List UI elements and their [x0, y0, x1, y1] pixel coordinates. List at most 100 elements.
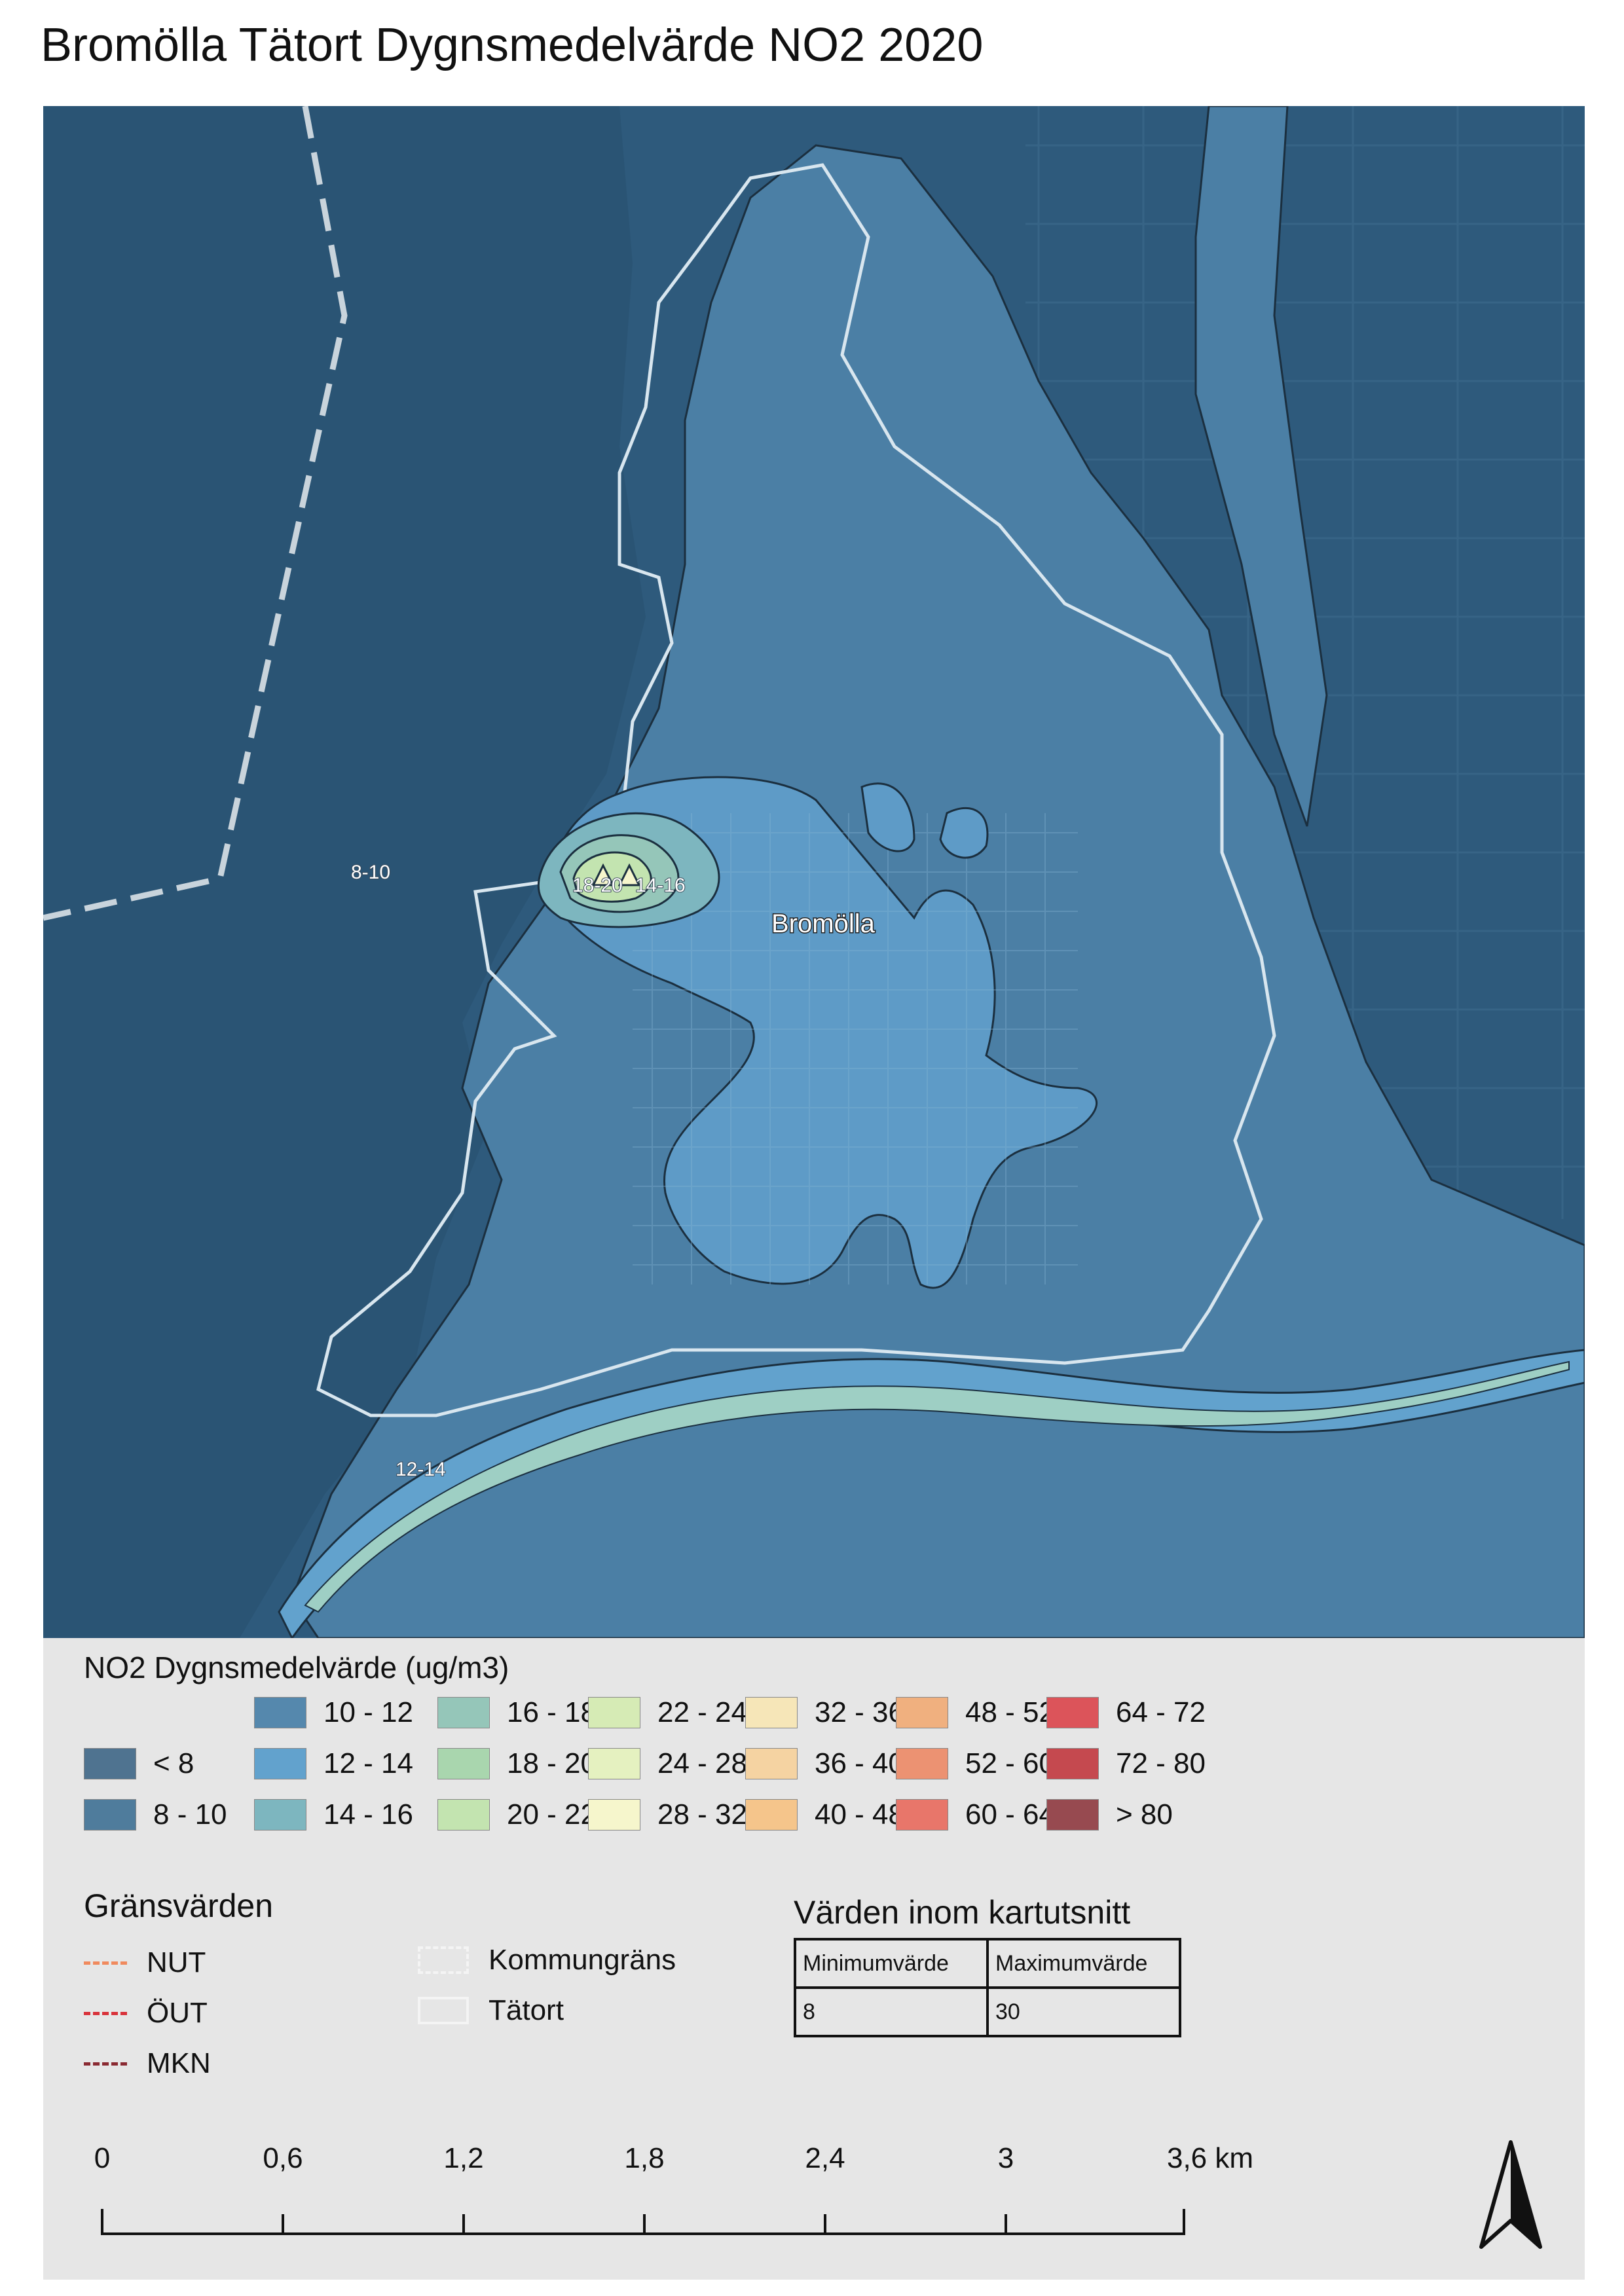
boundary-label: Kommungräns [489, 1944, 676, 1976]
kommungrans-line [43, 106, 348, 921]
legend-class-label: 22 - 24 [657, 1696, 747, 1728]
lake-area [43, 106, 646, 1638]
contour-label-18-20: 18-20 [572, 875, 623, 896]
legend-class-label: 36 - 40 [815, 1747, 904, 1779]
nut-line-symbol [84, 1961, 127, 1965]
legend-class-item: 16 - 18 [437, 1694, 597, 1731]
hotspot-core [591, 863, 641, 886]
legend-class-label: 48 - 52 [965, 1696, 1055, 1728]
limit-item-mkn: MKN [84, 2045, 211, 2082]
legend-title: NO2 Dygnsmedelvärde (ug/m3) [84, 1650, 509, 1685]
stats-value-min: 8 [794, 1986, 989, 2037]
scale-bar-graphic [101, 2209, 1185, 2235]
map-view[interactable]: 8-10 18-20 14-16 12-14 Bromölla [43, 106, 1585, 1638]
legend-class-item: 20 - 22 [437, 1796, 597, 1833]
scale-tick: 3,6 km [1166, 2142, 1254, 2174]
legend-panel: NO2 Dygnsmedelvärde (ug/m3) < 8 8 - 10 10 … [43, 1638, 1585, 2280]
legend-class-item: 24 - 28 [588, 1745, 747, 1782]
legend-swatch [1046, 1748, 1099, 1779]
legend-class-item: 14 - 16 [254, 1796, 413, 1833]
boundary-label: Tätort [489, 1994, 564, 2026]
legend-swatch [896, 1697, 948, 1728]
contour-label-14-16: 14-16 [635, 875, 686, 896]
legend-class-label: 40 - 48 [815, 1798, 904, 1831]
legend-swatch [1046, 1697, 1099, 1728]
mkn-line-symbol [84, 2062, 127, 2066]
legend-class-item: 72 - 80 [1046, 1745, 1206, 1782]
limit-label: MKN [147, 2047, 211, 2079]
scale-tick: 0 [94, 2142, 111, 2174]
map-canvas: 8-10 18-20 14-16 12-14 Bromölla [43, 106, 1585, 1638]
legend-class-label: 72 - 80 [1116, 1747, 1206, 1779]
legend-class-item: 64 - 72 [1046, 1694, 1206, 1731]
legend-class-label: 14 - 16 [323, 1798, 413, 1831]
legend-swatch [437, 1799, 490, 1831]
legend-class-item: 48 - 52 [896, 1694, 1055, 1731]
north-arrow-icon [1479, 2140, 1542, 2249]
legend-class-label: 10 - 12 [323, 1696, 413, 1728]
legend-swatch [437, 1697, 490, 1728]
legend-class-label: 24 - 28 [657, 1747, 747, 1779]
legend-class-item: 10 - 12 [254, 1694, 413, 1731]
scale-tick: 2,4 [805, 2142, 845, 2174]
legend-class-item: 52 - 60 [896, 1745, 1055, 1782]
legend-class-label: 12 - 14 [323, 1747, 413, 1779]
stats-value-max: 30 [986, 1986, 1181, 2037]
tatort-symbol [418, 1997, 469, 2024]
legend-class-item: 12 - 14 [254, 1745, 413, 1782]
boundary-item-tatort: Tätort [418, 1992, 564, 2029]
stats-header-min: Minimumvärde [794, 1938, 989, 1989]
stats-header-max: Maximumvärde [986, 1938, 1181, 1989]
boundary-item-kommungrans: Kommungräns [418, 1942, 676, 1978]
hotspot-18-20 [572, 851, 652, 903]
contour-label-12-14: 12-14 [396, 1459, 446, 1480]
legend-swatch [437, 1748, 490, 1779]
legend-swatch [896, 1748, 948, 1779]
legend-swatch [588, 1697, 640, 1728]
legend-swatch [84, 1799, 136, 1831]
scale-bar: 0 0,6 1,2 1,8 2,4 3 3,6 km [60, 2142, 1253, 2247]
legend-class-label: 18 - 20 [507, 1747, 597, 1779]
stats-table: Minimumvärde Maximumvärde 8 30 [794, 1938, 1181, 2037]
place-label-bromolla: Bromölla [771, 909, 876, 938]
legend-swatch [745, 1799, 798, 1831]
legend-class-item: > 80 [1046, 1796, 1173, 1833]
kommungrans-symbol [418, 1946, 469, 1974]
legend-swatch [1046, 1799, 1099, 1831]
legend-swatch [745, 1748, 798, 1779]
contour-12-14-patch-b [939, 807, 989, 859]
legend-class-label: < 8 [153, 1747, 194, 1779]
legend-class-item: 32 - 36 [745, 1694, 904, 1731]
scale-tick: 1,8 [624, 2142, 665, 2174]
legend-swatch [588, 1748, 640, 1779]
limit-item-out: ÖUT [84, 1995, 208, 2032]
legend-class-item: 22 - 24 [588, 1694, 747, 1731]
legend-swatch [254, 1697, 306, 1728]
legend-class-item: 36 - 40 [745, 1745, 904, 1782]
out-line-symbol [84, 2011, 127, 2015]
legend-class-label: 64 - 72 [1116, 1696, 1206, 1728]
scale-tick: 0,6 [263, 2142, 303, 2174]
legend-class-label: 60 - 64 [965, 1798, 1055, 1831]
legend-swatch [254, 1748, 306, 1779]
map-title: Bromölla Tätort Dygnsmedelvärde NO2 2020 [41, 19, 984, 71]
legend-class-label: 16 - 18 [507, 1696, 597, 1728]
legend-swatch [588, 1799, 640, 1831]
legend-class-item: 28 - 32 [588, 1796, 747, 1833]
legend-class-item: < 8 [84, 1745, 194, 1782]
legend-swatch [84, 1748, 136, 1779]
legend-class-item: 18 - 20 [437, 1745, 597, 1782]
limit-item-nut: NUT [84, 1944, 206, 1981]
legend-class-item: 40 - 48 [745, 1796, 904, 1833]
road-corridor-inner [304, 1360, 1570, 1613]
legend-class-item: 8 - 10 [84, 1796, 227, 1833]
contour-12-14-patch-a [860, 782, 915, 852]
legend-class-item: 60 - 64 [896, 1796, 1055, 1833]
legend-swatch [896, 1799, 948, 1831]
legend-class-label: 20 - 22 [507, 1798, 597, 1831]
tatort-outline [316, 163, 1276, 1417]
limit-label: NUT [147, 1946, 206, 1978]
scale-tick: 1,2 [443, 2142, 484, 2174]
stats-title: Värden inom kartutsnitt [794, 1894, 1131, 1931]
legend-class-label: 28 - 32 [657, 1798, 747, 1831]
